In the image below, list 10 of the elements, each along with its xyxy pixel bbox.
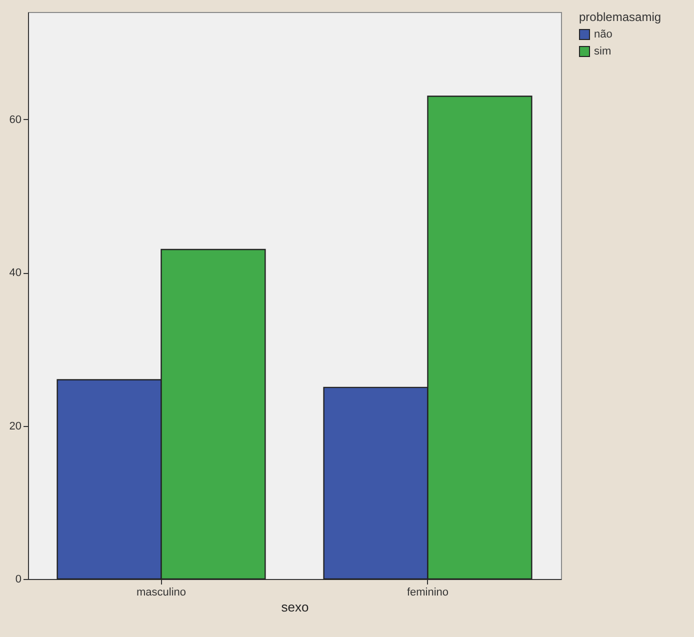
x-tick-label: feminino bbox=[406, 586, 449, 598]
x-axis-title: sexo bbox=[281, 600, 309, 614]
legend-title: problemasamig bbox=[579, 10, 662, 24]
legend-label: não bbox=[594, 28, 612, 40]
y-tick-label: 20 bbox=[9, 420, 22, 432]
legend-label: sim bbox=[594, 46, 612, 58]
y-tick-label: 0 bbox=[15, 574, 22, 586]
y-tick-label: 60 bbox=[9, 114, 22, 126]
x-tick-label: masculino bbox=[136, 586, 186, 598]
y-tick-label: 40 bbox=[9, 267, 22, 280]
